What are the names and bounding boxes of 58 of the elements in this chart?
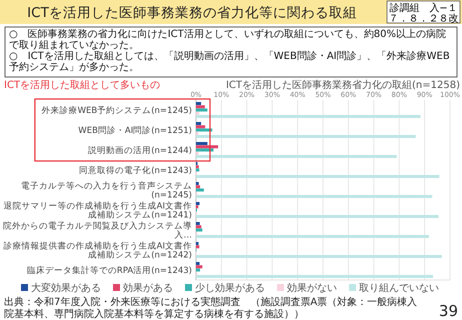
- bar: [196, 188, 204, 192]
- legend-label: 効果がある: [123, 282, 173, 294]
- bar: [196, 108, 208, 112]
- y-tick-label: 退院サマリー等の作成補助を行う生成AI文書作成補助システム(n=1241): [4, 200, 192, 220]
- text: 39: [438, 302, 458, 320]
- text: ○ ICTを活用した取組としては、「説明動画の活用」、「WEB問診・AI問診」、「外来診療WEB予約システム」が多かった。: [9, 50, 450, 73]
- bar: [196, 134, 416, 138]
- bar: [196, 152, 199, 155]
- y-tick-label: 臨床データ集計等でのRPA活用(n=1243): [26, 265, 192, 276]
- bar: [196, 145, 218, 148]
- y-tick-label: 院外からの電子カルテ閲覧及び入力システム導入…: [3, 220, 192, 240]
- bar: [196, 122, 202, 126]
- bar: [196, 194, 432, 198]
- bar: [196, 128, 212, 132]
- y-tick-label: 説明動画の活用(n=1244): [88, 145, 192, 156]
- bar: [196, 242, 199, 246]
- text: ICTを活用した医師事務業務の省力化等に関わる取組: [27, 5, 357, 21]
- bar: [196, 182, 199, 186]
- bar: [196, 125, 206, 128]
- y-tick-label: 外来診療WEB予約システム(n=1245): [42, 105, 192, 116]
- bar: [196, 225, 202, 228]
- bar: [196, 112, 200, 115]
- text: ７．８．２８改: [388, 14, 458, 24]
- bar: [196, 234, 429, 238]
- legend-label: 効果がない: [287, 282, 337, 294]
- y-tick-label: 診療情報提供書の作成補助を行う生成AI文書作成補助システム(n=1242): [4, 240, 192, 260]
- bar: [196, 174, 440, 178]
- text: 診調組 入−１: [389, 2, 458, 14]
- bar: [196, 114, 421, 118]
- bar: [196, 142, 208, 146]
- legend-label: 取り組んでいない: [359, 283, 439, 294]
- y-tick-label: 電子カルテ等への入力を行う音声システム(n=1245): [21, 180, 192, 200]
- bar: [196, 214, 439, 218]
- bar: [196, 185, 200, 188]
- bar: [196, 202, 200, 206]
- bar: [196, 274, 433, 278]
- bar: [196, 168, 200, 172]
- chart-title: ICTを活用した医師事務業務省力化の取組(n=1258): [226, 79, 460, 91]
- bar: [196, 148, 214, 152]
- text: ○ 医師事務業務の省力化に向けたICT活用として、いずれの取組についても、約80%以上の病院で取り組まれていなかった。: [9, 28, 446, 51]
- y-tick-label: WEB問診・AI問診(n=1251): [78, 125, 192, 136]
- bar: [196, 262, 200, 266]
- y-tick-label: 同意取得の電子化(n=1243): [79, 165, 192, 176]
- bar: [196, 254, 442, 258]
- bar: [196, 105, 205, 108]
- legend-label: 少し効果がある: [195, 282, 265, 294]
- bar: [196, 268, 200, 272]
- source-note: 出典：令和7年度入院・外来医療等における実態調査 （施設調査票A票（対象：一般病棟入院基本料、専門病院入院基本料等を算定する病棟を有する施設））: [4, 296, 418, 320]
- text: ICTを活用した取組として多いもの: [4, 79, 160, 91]
- bar: [196, 102, 202, 106]
- legend-label: 大変効果がある: [31, 282, 101, 294]
- bar: [196, 154, 397, 158]
- bar: [196, 245, 200, 248]
- bar: [196, 222, 200, 226]
- bar: [196, 228, 202, 232]
- bar: [196, 132, 199, 135]
- bar: [196, 165, 199, 168]
- bar: [196, 265, 202, 268]
